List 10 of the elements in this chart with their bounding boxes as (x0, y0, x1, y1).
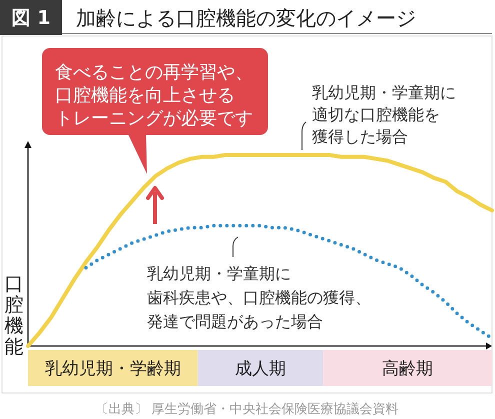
annotation: 乳幼児期・学童期に歯科疾患や、口腔機能の獲得、発達で問題があった場合 (147, 264, 371, 331)
text: 乳幼児期・学童期に適切な口腔機能を獲得した場合 (312, 83, 456, 146)
y-axis-title: 口腔機能 (4, 273, 24, 358)
text: 乳幼児期・学齢期 (44, 359, 181, 379)
chart-title: 加齢による口腔機能の変化のイメージ (76, 6, 416, 30)
text: 〔出典〕 厚生労働省・中央社会保険医療協議会資料 (95, 402, 399, 417)
text: 成人期 (234, 359, 286, 379)
text: 食べることの再学習や、口腔機能を向上させるトレーニングが必要です (55, 62, 253, 129)
text: 高齢期 (382, 359, 434, 379)
caption: 図 1 (12, 7, 50, 29)
